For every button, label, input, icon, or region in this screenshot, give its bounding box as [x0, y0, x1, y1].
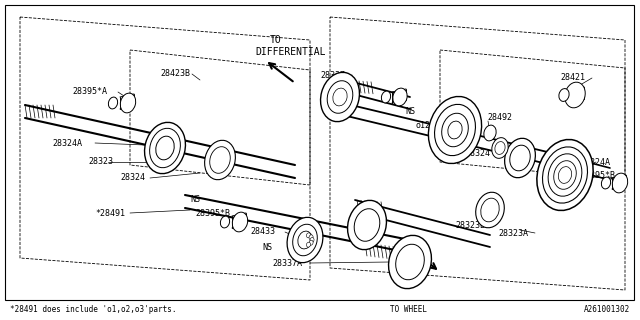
- Text: 28323A: 28323A: [498, 228, 528, 237]
- Ellipse shape: [321, 72, 360, 122]
- Text: o128335: o128335: [415, 121, 450, 130]
- Ellipse shape: [354, 209, 380, 241]
- Text: o3,29324A: o3,29324A: [565, 157, 610, 166]
- Ellipse shape: [327, 81, 353, 113]
- Text: 28492: 28492: [487, 114, 512, 123]
- Ellipse shape: [309, 240, 313, 245]
- Text: *28491 does include 'o1,o2,o3'parts.: *28491 does include 'o1,o2,o3'parts.: [10, 306, 177, 315]
- Text: 28433: 28433: [250, 228, 275, 236]
- Ellipse shape: [481, 198, 499, 222]
- Ellipse shape: [554, 161, 576, 189]
- Text: 28395*B: 28395*B: [580, 172, 615, 180]
- Ellipse shape: [150, 128, 180, 168]
- Ellipse shape: [612, 173, 628, 193]
- Text: NS: NS: [190, 196, 200, 204]
- Text: NS: NS: [405, 108, 415, 116]
- Text: 28395*B: 28395*B: [195, 209, 230, 218]
- Text: A261001302: A261001302: [584, 306, 630, 315]
- Ellipse shape: [476, 192, 504, 228]
- Ellipse shape: [232, 212, 248, 232]
- Ellipse shape: [558, 167, 572, 183]
- Ellipse shape: [381, 91, 390, 103]
- Ellipse shape: [510, 145, 530, 171]
- Text: 28421: 28421: [560, 74, 585, 83]
- Text: 28323: 28323: [88, 157, 113, 166]
- Ellipse shape: [559, 89, 569, 101]
- Ellipse shape: [393, 88, 407, 106]
- Ellipse shape: [543, 147, 588, 203]
- Ellipse shape: [210, 147, 230, 173]
- Text: NS: NS: [262, 244, 272, 252]
- Ellipse shape: [448, 121, 462, 139]
- Text: 28395*A: 28395*A: [72, 87, 107, 97]
- Text: o228324: o228324: [455, 148, 490, 157]
- Ellipse shape: [428, 96, 482, 164]
- Ellipse shape: [564, 82, 585, 108]
- Text: 28333: 28333: [445, 135, 470, 145]
- Ellipse shape: [396, 244, 424, 280]
- Text: 28323E: 28323E: [455, 220, 485, 229]
- Text: *28491: *28491: [95, 209, 125, 218]
- Text: DIFFERENTIAL: DIFFERENTIAL: [255, 47, 326, 57]
- Text: TO WHEEL: TO WHEEL: [390, 306, 427, 315]
- Ellipse shape: [220, 216, 230, 228]
- Ellipse shape: [307, 242, 310, 247]
- Ellipse shape: [492, 138, 508, 158]
- Ellipse shape: [145, 122, 186, 174]
- Ellipse shape: [292, 224, 317, 256]
- Ellipse shape: [309, 235, 313, 240]
- Text: TO: TO: [270, 35, 282, 45]
- Ellipse shape: [495, 141, 505, 155]
- Ellipse shape: [602, 177, 611, 189]
- Ellipse shape: [537, 140, 593, 211]
- Ellipse shape: [298, 231, 312, 249]
- Ellipse shape: [442, 113, 468, 147]
- Text: 28324: 28324: [120, 173, 145, 182]
- Ellipse shape: [310, 237, 314, 243]
- Ellipse shape: [307, 233, 310, 238]
- Ellipse shape: [156, 136, 174, 160]
- Ellipse shape: [348, 200, 387, 250]
- Ellipse shape: [108, 97, 118, 109]
- Text: 28423B: 28423B: [160, 69, 190, 78]
- Ellipse shape: [120, 93, 136, 113]
- Ellipse shape: [287, 217, 323, 263]
- Ellipse shape: [388, 235, 431, 289]
- Ellipse shape: [484, 125, 496, 141]
- Ellipse shape: [435, 104, 476, 156]
- Ellipse shape: [205, 140, 236, 180]
- Text: 28337A: 28337A: [272, 259, 302, 268]
- Ellipse shape: [333, 88, 347, 106]
- Ellipse shape: [504, 138, 536, 178]
- Text: 28337: 28337: [320, 70, 345, 79]
- Text: 28324A: 28324A: [52, 139, 82, 148]
- Ellipse shape: [548, 154, 582, 196]
